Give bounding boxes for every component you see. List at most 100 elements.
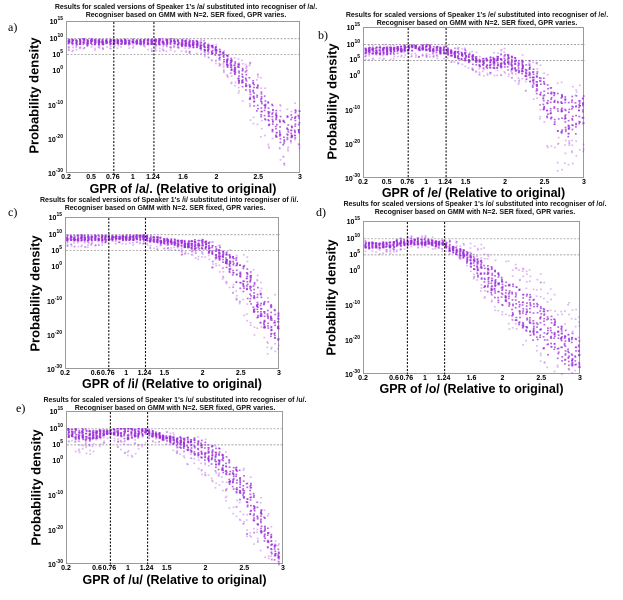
- x-tick-label: 1.6: [178, 174, 188, 181]
- x-tick-label: 0.6: [389, 375, 399, 382]
- x-tick-label: 3: [582, 179, 586, 186]
- y-tick-label: 1015: [346, 22, 360, 32]
- x-tick-label: 2.5: [536, 375, 547, 382]
- y-tick-label: 1010: [48, 228, 62, 239]
- panel-letter: c): [8, 205, 18, 219]
- x-tick-label: 2: [503, 179, 508, 186]
- x-tick-label: 1.24: [146, 174, 160, 181]
- x-tick-label: 0.5: [86, 174, 96, 181]
- plot-area-e: [66, 411, 284, 566]
- x-tick-label: 0.76: [102, 565, 117, 572]
- x-tick-label: 3: [277, 370, 281, 377]
- x-tick-label: 1.5: [460, 179, 471, 186]
- y-tick-label: 10-20: [46, 329, 62, 340]
- x-tick-label: 1: [126, 565, 130, 572]
- y-tick-label: 10-10: [46, 295, 62, 306]
- x-tick-label: 0.2: [358, 375, 368, 382]
- scatter-plot-c: [66, 218, 280, 370]
- x-tick-label: 1.24: [139, 565, 154, 572]
- y-tick-label: 100: [349, 264, 360, 275]
- x-tick-label: 0.6: [92, 565, 102, 572]
- y-tick-label: 1015: [49, 16, 63, 26]
- panel-b: b) Results for scaled versions of Speake…: [310, 0, 623, 195]
- y-tick-label: 10-20: [344, 334, 360, 345]
- scatter-plot-a: [67, 22, 301, 174]
- panel-letter: e): [16, 401, 26, 415]
- y-tick-label: 10-20: [47, 524, 63, 535]
- y-tick-label: 1010: [49, 32, 63, 43]
- x-tick-label: 1: [423, 375, 427, 382]
- x-tick-label: 3: [281, 565, 285, 572]
- y-tick-label: 1010: [346, 232, 360, 243]
- x-tick-label: 1.24: [436, 375, 451, 382]
- x-tick-label: 3: [298, 174, 302, 181]
- x-tick-label: 0.76: [100, 370, 115, 377]
- x-tick-label: 1.24: [137, 370, 152, 377]
- x-tick-label: 0.6: [90, 370, 101, 377]
- y-tick-label: 10-20: [47, 133, 63, 144]
- y-tick-label: 10-20: [344, 139, 360, 150]
- chart-title-line2: Recogniser based on GMM with N=2. SER fi…: [376, 20, 578, 27]
- x-axis-label-d: GPR of /o/ (Relative to original): [379, 382, 564, 396]
- chart-title-line1: Results for scaled versions of Speaker 1…: [54, 4, 318, 11]
- x-tick-label: 2: [200, 370, 205, 377]
- x-tick-label: 2: [500, 375, 505, 382]
- y-tick-label: 1015: [49, 406, 63, 416]
- x-axis-label-b: GPR of /e/ (Relative to original): [381, 186, 566, 200]
- panel-d: d) Results for scaled versions of Speake…: [310, 195, 623, 395]
- y-tick-label: 105: [51, 244, 62, 255]
- y-tick-label: 10-10: [344, 105, 360, 116]
- y-tick-label: 105: [52, 438, 63, 449]
- chart-title-line1: Results for scaled versions of Speaker 1…: [43, 397, 307, 404]
- plot-area-d: [363, 221, 581, 375]
- y-tick-label: 105: [349, 54, 360, 65]
- x-tick-label: 0.76: [400, 179, 414, 186]
- panel-letter: a): [8, 20, 18, 34]
- x-tick-label: 1: [124, 370, 129, 377]
- y-tick-label: 1015: [346, 216, 360, 226]
- x-tick-label: 2.5: [235, 370, 246, 377]
- y-tick-label: 1010: [49, 422, 63, 433]
- x-tick-label: 2: [214, 174, 219, 181]
- x-tick-label: 0.2: [61, 565, 71, 572]
- plot-area-a: [66, 21, 301, 174]
- x-tick-label: 0.2: [61, 174, 71, 181]
- y-tick-label: 100: [349, 70, 360, 81]
- y-tick-label: 100: [52, 454, 63, 465]
- y-tick-label: 1015: [48, 212, 62, 222]
- chart-title-line2: Recogniser based on GMM with N=2. SER fi…: [85, 12, 287, 19]
- x-axis-label-c: GPR of /i/ (Relative to original): [82, 377, 262, 391]
- x-tick-label: 2.5: [253, 174, 264, 181]
- panel-letter: b): [318, 28, 328, 42]
- x-axis-label-a: GPR of /a/. (Relative to original): [89, 182, 277, 196]
- x-tick-label: 2.5: [539, 179, 550, 186]
- x-tick-label: 1.5: [159, 370, 170, 377]
- panel-e: e) Results for scaled versions of Speake…: [0, 395, 320, 600]
- panel-letter: d): [316, 205, 326, 219]
- y-tick-label: 10-30: [47, 168, 63, 178]
- x-tick-label: 1: [424, 179, 429, 186]
- y-tick-label: 10-30: [344, 369, 360, 379]
- x-tick-label: 0.2: [358, 179, 368, 186]
- scatter-plot-b: [364, 28, 585, 179]
- y-tick-label: 10-30: [46, 364, 62, 374]
- y-tick-label: 10-30: [344, 173, 360, 183]
- y-tick-label: 10-30: [47, 559, 63, 569]
- x-tick-label: 1.6: [466, 375, 477, 382]
- scatter-plot-e: [67, 412, 284, 566]
- chart-title-line2: Recogniser based on GMM with N=2. SER fi…: [74, 405, 276, 412]
- x-tick-label: 1.24: [438, 179, 452, 186]
- panel-a: a) Results for scaled versions of Speake…: [0, 0, 317, 195]
- chart-title-line1: Results for scaled versions of Speaker 1…: [345, 12, 609, 19]
- y-tick-label: 105: [52, 48, 63, 59]
- x-tick-label: 2.5: [239, 565, 250, 572]
- chart-title-line1: Results for scaled versions of Speaker 1…: [40, 197, 299, 204]
- scatter-plot-d: [364, 222, 581, 375]
- chart-title-line2: Recogniser based on GMM with N=2. SER fi…: [64, 205, 266, 212]
- chart-title-line2: Recogniser based on GMM with N=2. SER fi…: [374, 209, 576, 216]
- x-tick-label: 3: [578, 375, 582, 382]
- x-tick-label: 0.76: [399, 375, 414, 382]
- y-tick-label: 10-10: [344, 300, 360, 311]
- y-tick-label: 10-10: [47, 490, 63, 501]
- x-tick-label: 0.2: [60, 370, 70, 377]
